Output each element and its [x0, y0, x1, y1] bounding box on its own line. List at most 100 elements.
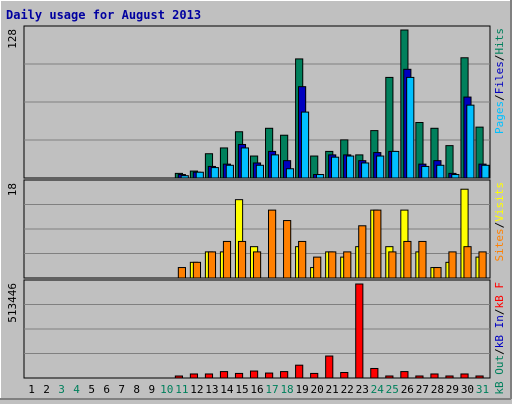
bar-kb-f-day-13 [204, 373, 214, 379]
bar-pages-day-28 [436, 164, 445, 179]
bar-sites-day-26 [403, 240, 412, 279]
bar-pages-day-26 [406, 76, 415, 179]
x-tick-label-21: 21 [326, 383, 339, 396]
chart-panels: 128Pages/Files/Hits18Sites/Visits513446k… [6, 25, 506, 395]
bar-kb-f-day-29 [445, 375, 454, 379]
legend-item: Hits [493, 28, 506, 55]
bar-pages-day-27 [421, 165, 430, 179]
x-tick-label-17: 17 [265, 383, 278, 396]
legend-item: Pages [493, 101, 506, 134]
bar-kb-f-day-22 [340, 372, 349, 379]
x-tick-label-23: 23 [356, 383, 369, 396]
x-tick-label-20: 20 [311, 383, 324, 396]
bar-sites-day-17 [268, 209, 277, 279]
x-tick-label-25: 25 [386, 383, 399, 396]
bar-sites-day-21 [328, 251, 337, 279]
bar-kb-f-day-11 [174, 375, 183, 379]
bar-sites-day-16 [252, 251, 262, 279]
panel-1: 128 Pages/Files/Hits [6, 25, 506, 179]
bar-pages-day-24 [376, 155, 385, 179]
panel-2-legend: Sites/Visits [493, 182, 506, 262]
bar-pages-day-22 [346, 155, 355, 179]
legend-separator: / [493, 94, 506, 101]
bar-pages-day-30 [466, 104, 475, 179]
bar-pages-day-11 [180, 175, 189, 179]
bar-kb-f-day-30 [460, 373, 469, 379]
legend-item: Sites [493, 228, 506, 261]
bar-pages-day-19 [300, 111, 310, 179]
bar-kb-f-day-12 [189, 373, 199, 379]
bar-kb-f-day-14 [219, 371, 229, 379]
legend-separator: / [493, 55, 506, 62]
bar-sites-day-25 [388, 251, 397, 279]
x-tick-label-30: 30 [461, 383, 474, 396]
legend-item: kB Out [493, 355, 506, 395]
bar-sites-day-11 [177, 267, 186, 279]
x-tick-label-16: 16 [250, 383, 263, 396]
x-tick-label-4: 4 [73, 383, 80, 396]
bar-sites-day-27 [418, 240, 427, 279]
x-axis-labels: 1 2 3 4 5 6 7 8 9 10 11 12 13 14 15 16 17 18 19 20 21 22 23 24 2… [28, 383, 489, 396]
x-tick-label-5: 5 [88, 383, 95, 396]
bar-pages-day-23 [361, 162, 370, 179]
bar-sites-day-28 [433, 267, 442, 279]
bar-pages-day-25 [391, 150, 400, 179]
x-tick-label-28: 28 [431, 383, 444, 396]
bar-kb-f-day-20 [310, 372, 319, 379]
x-tick-label-6: 6 [103, 383, 110, 396]
bar-kb-f-day-18 [280, 371, 289, 379]
bar-sites-day-23 [358, 225, 367, 279]
bar-pages-day-16 [255, 164, 265, 179]
x-tick-label-18: 18 [280, 383, 293, 396]
chart-title: Daily usage for August 2013 [6, 8, 201, 22]
x-tick-label-9: 9 [148, 383, 155, 396]
bar-sites-day-19 [298, 240, 307, 279]
bar-sites-day-15 [237, 240, 247, 279]
bar-kb-f-day-23 [355, 283, 364, 379]
x-tick-label-22: 22 [341, 383, 354, 396]
bar-pages-day-21 [331, 156, 340, 179]
bar-kb-f-day-15 [234, 372, 244, 379]
bar-sites-day-20 [313, 256, 322, 279]
x-tick-label-11: 11 [175, 383, 188, 396]
panel-3-legend: kB Out/kB In/kB F [493, 282, 506, 395]
panel-1-legend: Pages/Files/Hits [493, 28, 506, 134]
bar-pages-day-29 [451, 174, 460, 179]
x-tick-label-13: 13 [205, 383, 218, 396]
x-tick-label-31: 31 [476, 383, 489, 396]
bar-pages-day-12 [195, 171, 204, 179]
bar-pages-day-14 [225, 164, 234, 179]
bar-pages-day-17 [270, 154, 280, 179]
x-tick-label-15: 15 [235, 383, 248, 396]
x-tick-label-29: 29 [446, 383, 459, 396]
x-tick-label-8: 8 [133, 383, 140, 396]
bar-kb-f-day-28 [430, 373, 439, 379]
bar-sites-day-18 [283, 220, 292, 279]
panel-1-scale-label: 128 [6, 29, 19, 49]
bar-sites-day-12 [192, 261, 202, 279]
bar-pages-day-13 [210, 167, 219, 179]
x-tick-label-14: 14 [220, 383, 234, 396]
bar-sites-day-13 [207, 251, 217, 279]
bar-pages-day-31 [481, 164, 490, 179]
legend-separator: / [493, 222, 506, 229]
bar-kb-f-day-26 [400, 371, 409, 379]
bar-kb-f-day-31 [475, 375, 484, 379]
x-tick-label-27: 27 [416, 383, 429, 396]
bar-sites-day-14 [222, 240, 232, 279]
bar-kb-f-day-21 [325, 355, 334, 379]
bar-pages-day-20 [315, 174, 325, 179]
bar-sites-day-29 [448, 251, 457, 279]
bar-sites-day-31 [478, 251, 487, 279]
x-tick-label-19: 19 [295, 383, 308, 396]
legend-item: kB F [493, 282, 506, 309]
x-tick-label-3: 3 [58, 383, 65, 396]
legend-item: kB In [493, 315, 506, 348]
bar-kb-f-day-16 [249, 370, 259, 379]
x-tick-label-12: 12 [190, 383, 203, 396]
bar-pages-day-18 [285, 168, 295, 179]
bar-kb-f-day-19 [295, 364, 304, 379]
